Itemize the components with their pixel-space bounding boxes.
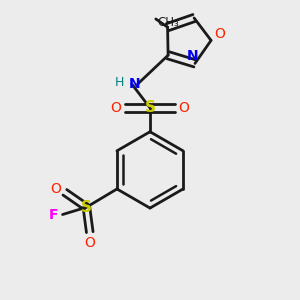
Text: O: O (50, 182, 61, 196)
Text: S: S (145, 100, 155, 116)
Text: CH₃: CH₃ (158, 16, 179, 29)
Text: O: O (214, 27, 225, 41)
Text: O: O (110, 101, 121, 115)
Text: O: O (179, 101, 190, 115)
Text: N: N (129, 77, 140, 91)
Text: S: S (81, 200, 92, 215)
Text: H: H (115, 76, 124, 89)
Text: N: N (187, 49, 198, 63)
Text: F: F (49, 208, 58, 221)
Text: O: O (84, 236, 95, 250)
